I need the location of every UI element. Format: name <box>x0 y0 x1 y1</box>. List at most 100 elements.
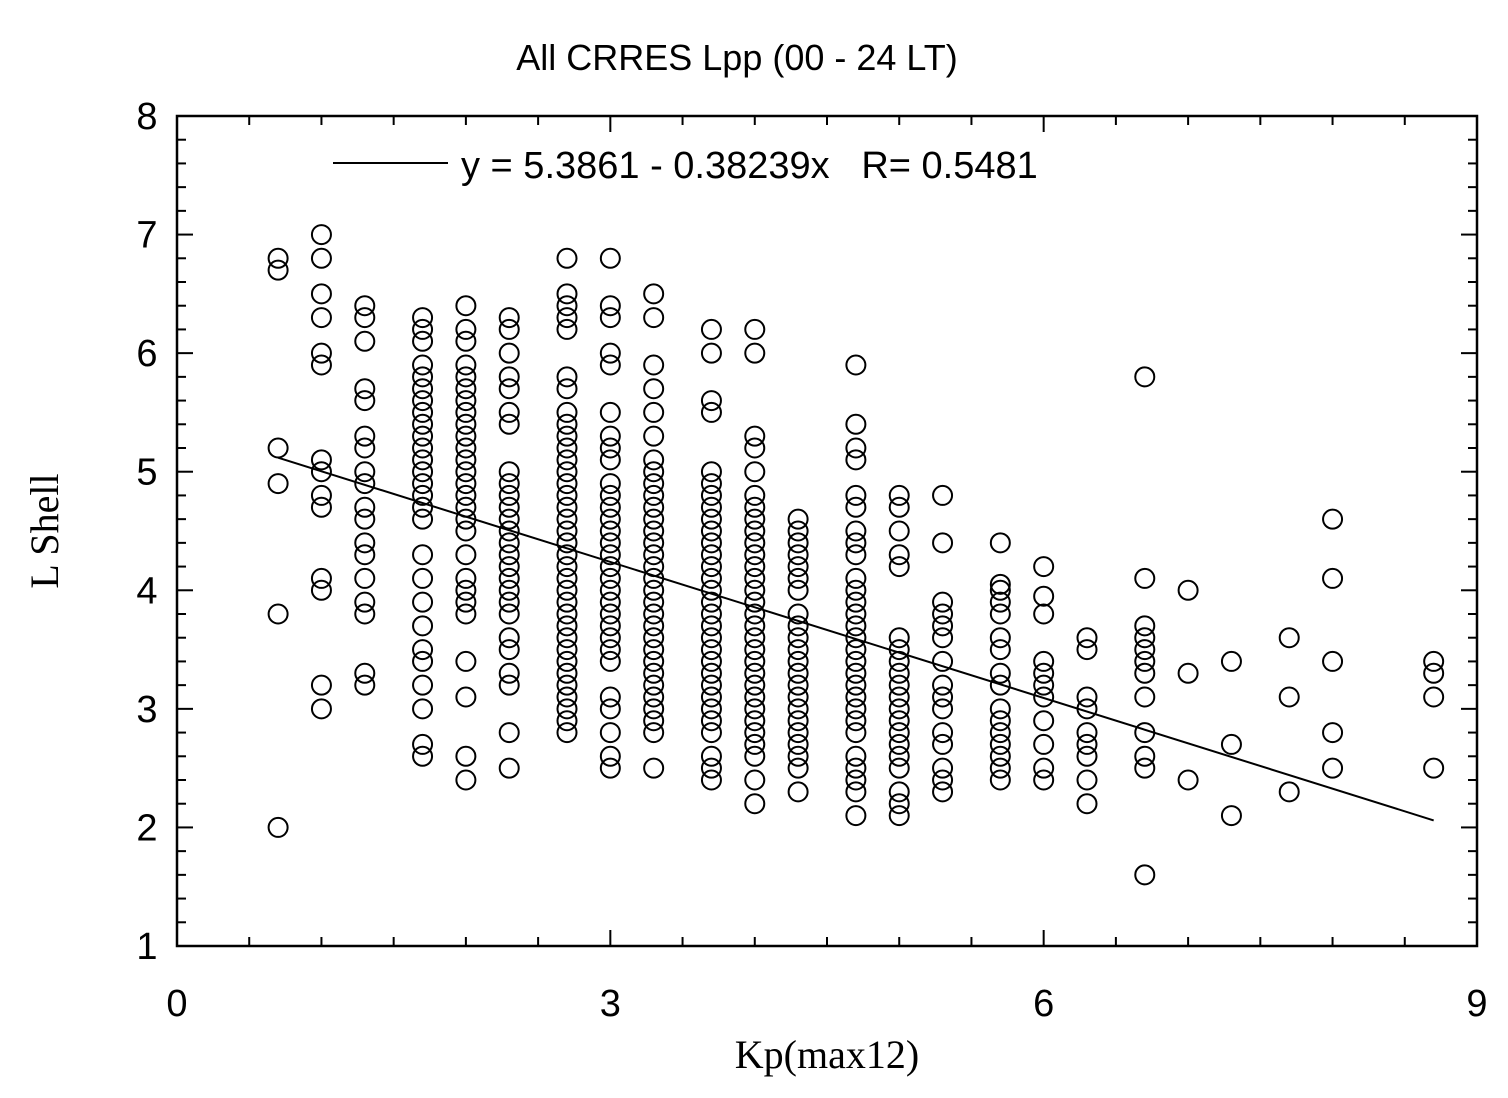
data-point <box>989 745 1011 767</box>
data-point <box>1134 686 1156 708</box>
data-point <box>412 318 434 340</box>
data-point <box>932 757 954 779</box>
data-point <box>1322 650 1344 672</box>
data-point <box>599 437 621 459</box>
data-point <box>498 520 520 542</box>
data-point <box>787 757 809 779</box>
data-point <box>455 425 477 447</box>
data-point <box>1033 603 1055 625</box>
data-point <box>643 710 665 732</box>
data-point <box>643 449 665 471</box>
data-point <box>787 722 809 744</box>
data-point <box>310 224 332 246</box>
data-point <box>599 508 621 530</box>
data-point <box>455 508 477 530</box>
data-point <box>455 496 477 518</box>
data-point <box>354 662 376 684</box>
data-point <box>1423 686 1445 708</box>
data-point <box>599 615 621 637</box>
data-point <box>845 639 867 661</box>
data-point <box>744 662 766 684</box>
data-point <box>643 532 665 554</box>
data-point <box>932 603 954 625</box>
x-axis-label: Kp(max12) <box>735 1032 919 1077</box>
data-point <box>556 473 578 495</box>
data-point <box>888 484 910 506</box>
data-point <box>787 662 809 684</box>
data-point <box>556 401 578 423</box>
data-point <box>700 615 722 637</box>
data-point <box>845 686 867 708</box>
data-point <box>498 579 520 601</box>
data-point <box>498 567 520 589</box>
data-point <box>787 615 809 637</box>
data-point <box>744 484 766 506</box>
data-point <box>498 627 520 649</box>
data-point <box>845 698 867 720</box>
data-point <box>932 722 954 744</box>
data-point <box>354 544 376 566</box>
data-point <box>932 627 954 649</box>
data-point <box>787 520 809 542</box>
data-point <box>412 615 434 637</box>
data-point <box>744 567 766 589</box>
data-point <box>1220 650 1242 672</box>
data-point <box>498 401 520 423</box>
data-point <box>643 484 665 506</box>
data-point <box>556 627 578 649</box>
data-point <box>556 425 578 447</box>
data-point <box>599 425 621 447</box>
data-point <box>556 532 578 554</box>
data-point <box>1033 757 1055 779</box>
data-point <box>845 544 867 566</box>
data-point <box>787 603 809 625</box>
data-point <box>700 722 722 744</box>
data-point <box>1134 639 1156 661</box>
y-tick-label: 2 <box>136 807 157 849</box>
y-tick-label: 6 <box>136 333 157 375</box>
data-point <box>744 461 766 483</box>
data-point <box>556 710 578 732</box>
data-point <box>599 247 621 269</box>
data-point <box>845 532 867 554</box>
data-point <box>888 520 910 542</box>
data-point <box>267 473 289 495</box>
data-point <box>412 390 434 412</box>
data-point <box>412 484 434 506</box>
data-point <box>556 674 578 696</box>
data-point <box>643 686 665 708</box>
data-point <box>989 722 1011 744</box>
data-point <box>989 603 1011 625</box>
data-point <box>310 698 332 720</box>
data-points <box>267 224 1445 886</box>
data-point <box>845 520 867 542</box>
data-point <box>1134 662 1156 684</box>
data-point <box>888 805 910 827</box>
data-point <box>888 722 910 744</box>
data-point <box>455 745 477 767</box>
data-point <box>787 733 809 755</box>
data-point <box>412 496 434 518</box>
data-point <box>498 461 520 483</box>
data-point <box>455 354 477 376</box>
data-point <box>1076 698 1098 720</box>
data-point <box>267 259 289 281</box>
data-point <box>787 544 809 566</box>
data-point <box>599 449 621 471</box>
data-point <box>1134 567 1156 589</box>
data-point <box>412 508 434 530</box>
data-point <box>1423 757 1445 779</box>
data-point <box>354 508 376 530</box>
data-point <box>556 484 578 506</box>
data-point <box>556 283 578 305</box>
data-point <box>455 390 477 412</box>
data-point <box>787 745 809 767</box>
data-point <box>1134 615 1156 637</box>
data-point <box>744 425 766 447</box>
y-tick-label: 1 <box>136 926 157 968</box>
data-point <box>455 650 477 672</box>
data-point <box>1220 733 1242 755</box>
data-point <box>643 425 665 447</box>
data-point <box>700 342 722 364</box>
